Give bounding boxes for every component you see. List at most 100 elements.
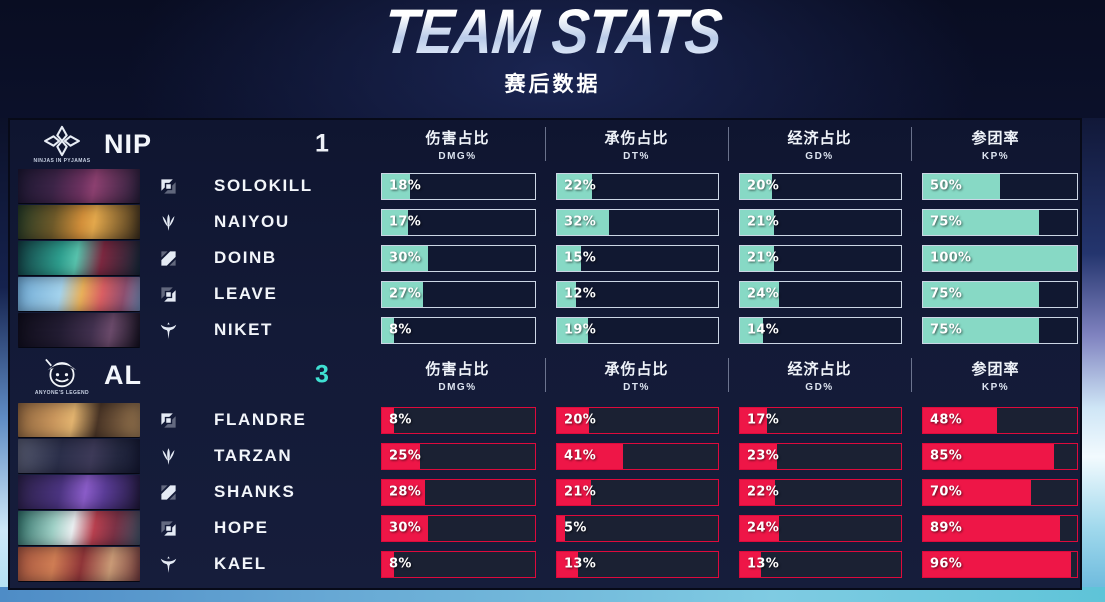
- column-header-dt: 承伤占比 DT%: [545, 348, 728, 402]
- player-row: KAEL 8% 13% 13% 96%: [10, 546, 1080, 582]
- stat-bar-fill: [557, 173, 593, 199]
- stat-bar: 17%: [740, 407, 901, 433]
- kp-bar-cell: 70%: [911, 474, 1080, 510]
- dmg-bar-cell: 30%: [370, 240, 545, 276]
- stat-value: 85%: [930, 448, 963, 464]
- stat-bar-fill: [557, 515, 566, 541]
- stat-bar-fill: [382, 515, 428, 541]
- team-name: AL: [104, 359, 142, 390]
- dt-bar-cell: 20%: [545, 402, 728, 438]
- stat-bar-fill: [557, 281, 577, 307]
- kp-bar-cell: 75%: [911, 276, 1080, 312]
- champion-art: [18, 475, 140, 509]
- col-label-en: KP%: [981, 381, 1010, 393]
- kp-bar-cell: 50%: [911, 168, 1080, 204]
- gd-bar-cell: 13%: [728, 546, 911, 582]
- role-mid-icon: [159, 483, 178, 502]
- stat-bar-fill: [382, 173, 410, 199]
- stat-value: 20%: [564, 412, 597, 428]
- stat-value: 12%: [564, 286, 597, 302]
- stat-value: 28%: [389, 484, 422, 500]
- player-row: NAIYOU 17% 32% 21% 75%: [10, 204, 1080, 240]
- team-section-nip: NINJAS IN PYJAMAS NIP 1 伤害占比 DMG% 承伤占比 D…: [10, 120, 1080, 348]
- player-rows: FLANDRE 8% 20% 17% 48% TARZAN 25% 41% 23…: [10, 402, 1080, 582]
- column-header-dt: 承伤占比 DT%: [545, 120, 728, 168]
- stat-bar-fill: [557, 245, 582, 271]
- title-bar: TEAM STATS 赛后数据: [0, 0, 1105, 120]
- stat-value: 75%: [930, 214, 963, 230]
- stat-value: 48%: [930, 412, 963, 428]
- stat-value: 70%: [930, 484, 963, 500]
- stat-bar: 23%: [740, 443, 901, 469]
- stat-bar: 18%: [382, 173, 535, 199]
- player-row: LEAVE 27% 12% 24% 75%: [10, 276, 1080, 312]
- stat-value: 75%: [930, 322, 963, 338]
- stat-bar-fill: [382, 479, 425, 505]
- stat-bar: 20%: [740, 173, 901, 199]
- gd-bar-cell: 24%: [728, 510, 911, 546]
- stat-value: 96%: [930, 556, 963, 572]
- stats-panel: NINJAS IN PYJAMAS NIP 1 伤害占比 DMG% 承伤占比 D…: [10, 120, 1080, 588]
- kp-bar-cell: 89%: [911, 510, 1080, 546]
- player-name: SOLOKILL: [214, 176, 313, 195]
- al-face-icon: [45, 358, 77, 387]
- gd-bar-cell: 21%: [728, 240, 911, 276]
- stat-value: 100%: [930, 250, 972, 266]
- kp-bar-cell: 100%: [911, 240, 1080, 276]
- col-label-en: DT%: [623, 150, 650, 162]
- stat-bar: 17%: [382, 209, 535, 235]
- stat-bar: 8%: [382, 551, 535, 577]
- stat-bar-fill: [557, 317, 588, 343]
- stat-bar: 50%: [923, 173, 1077, 199]
- dt-bar-cell: 13%: [545, 546, 728, 582]
- stat-value: 22%: [747, 484, 780, 500]
- stat-bar: 96%: [923, 551, 1077, 577]
- stat-value: 8%: [389, 556, 412, 572]
- dmg-bar-cell: 30%: [370, 510, 545, 546]
- stat-value: 24%: [747, 286, 780, 302]
- stat-bar: 48%: [923, 407, 1077, 433]
- team-name: NIP: [104, 128, 153, 159]
- stat-bar-fill: [382, 281, 424, 307]
- stat-bar: 30%: [382, 245, 535, 271]
- stat-bar: 21%: [740, 245, 901, 271]
- player-name: LEAVE: [214, 284, 278, 303]
- gd-bar-cell: 24%: [728, 276, 911, 312]
- champion-art: [18, 313, 140, 347]
- gd-bar-cell: 17%: [728, 402, 911, 438]
- stat-bar: 12%: [557, 281, 718, 307]
- player-row: TARZAN 25% 41% 23% 85%: [10, 438, 1080, 474]
- stage-floor-strip: [0, 587, 1105, 602]
- col-label-en: DT%: [623, 381, 650, 393]
- col-label-zh: 承伤占比: [604, 129, 669, 147]
- stat-value: 23%: [747, 448, 780, 464]
- stat-bar: 15%: [557, 245, 718, 271]
- stat-bar-fill: [740, 245, 774, 271]
- stat-value: 5%: [564, 520, 587, 536]
- team-score: 1: [315, 129, 329, 158]
- stat-value: 27%: [389, 286, 422, 302]
- stat-value: 32%: [564, 214, 597, 230]
- stat-bar: 41%: [557, 443, 718, 469]
- column-header-gd: 经济占比 GD%: [728, 348, 911, 402]
- stat-bar-fill: [923, 173, 1000, 199]
- column-header-kp: 参团率 KP%: [911, 120, 1080, 168]
- stat-bar-fill: [923, 443, 1054, 469]
- stat-bar: 24%: [740, 281, 901, 307]
- col-label-zh: 伤害占比: [425, 129, 490, 147]
- player-row: SOLOKILL 18% 22% 20% 50%: [10, 168, 1080, 204]
- kp-bar-cell: 75%: [911, 312, 1080, 348]
- gd-bar-cell: 14%: [728, 312, 911, 348]
- stat-bar: 13%: [557, 551, 718, 577]
- stat-bar-fill: [923, 209, 1039, 235]
- gd-bar-cell: 21%: [728, 204, 911, 240]
- stat-bar-fill: [740, 281, 779, 307]
- dmg-bar-cell: 28%: [370, 474, 545, 510]
- stat-value: 19%: [564, 322, 597, 338]
- stat-value: 25%: [389, 448, 422, 464]
- stat-bar-fill: [923, 551, 1071, 577]
- stat-value: 8%: [389, 322, 412, 338]
- stat-bar-fill: [740, 407, 768, 433]
- player-name: SHANKS: [214, 482, 296, 501]
- nip-logo: NINJAS IN PYJAMAS: [32, 125, 92, 164]
